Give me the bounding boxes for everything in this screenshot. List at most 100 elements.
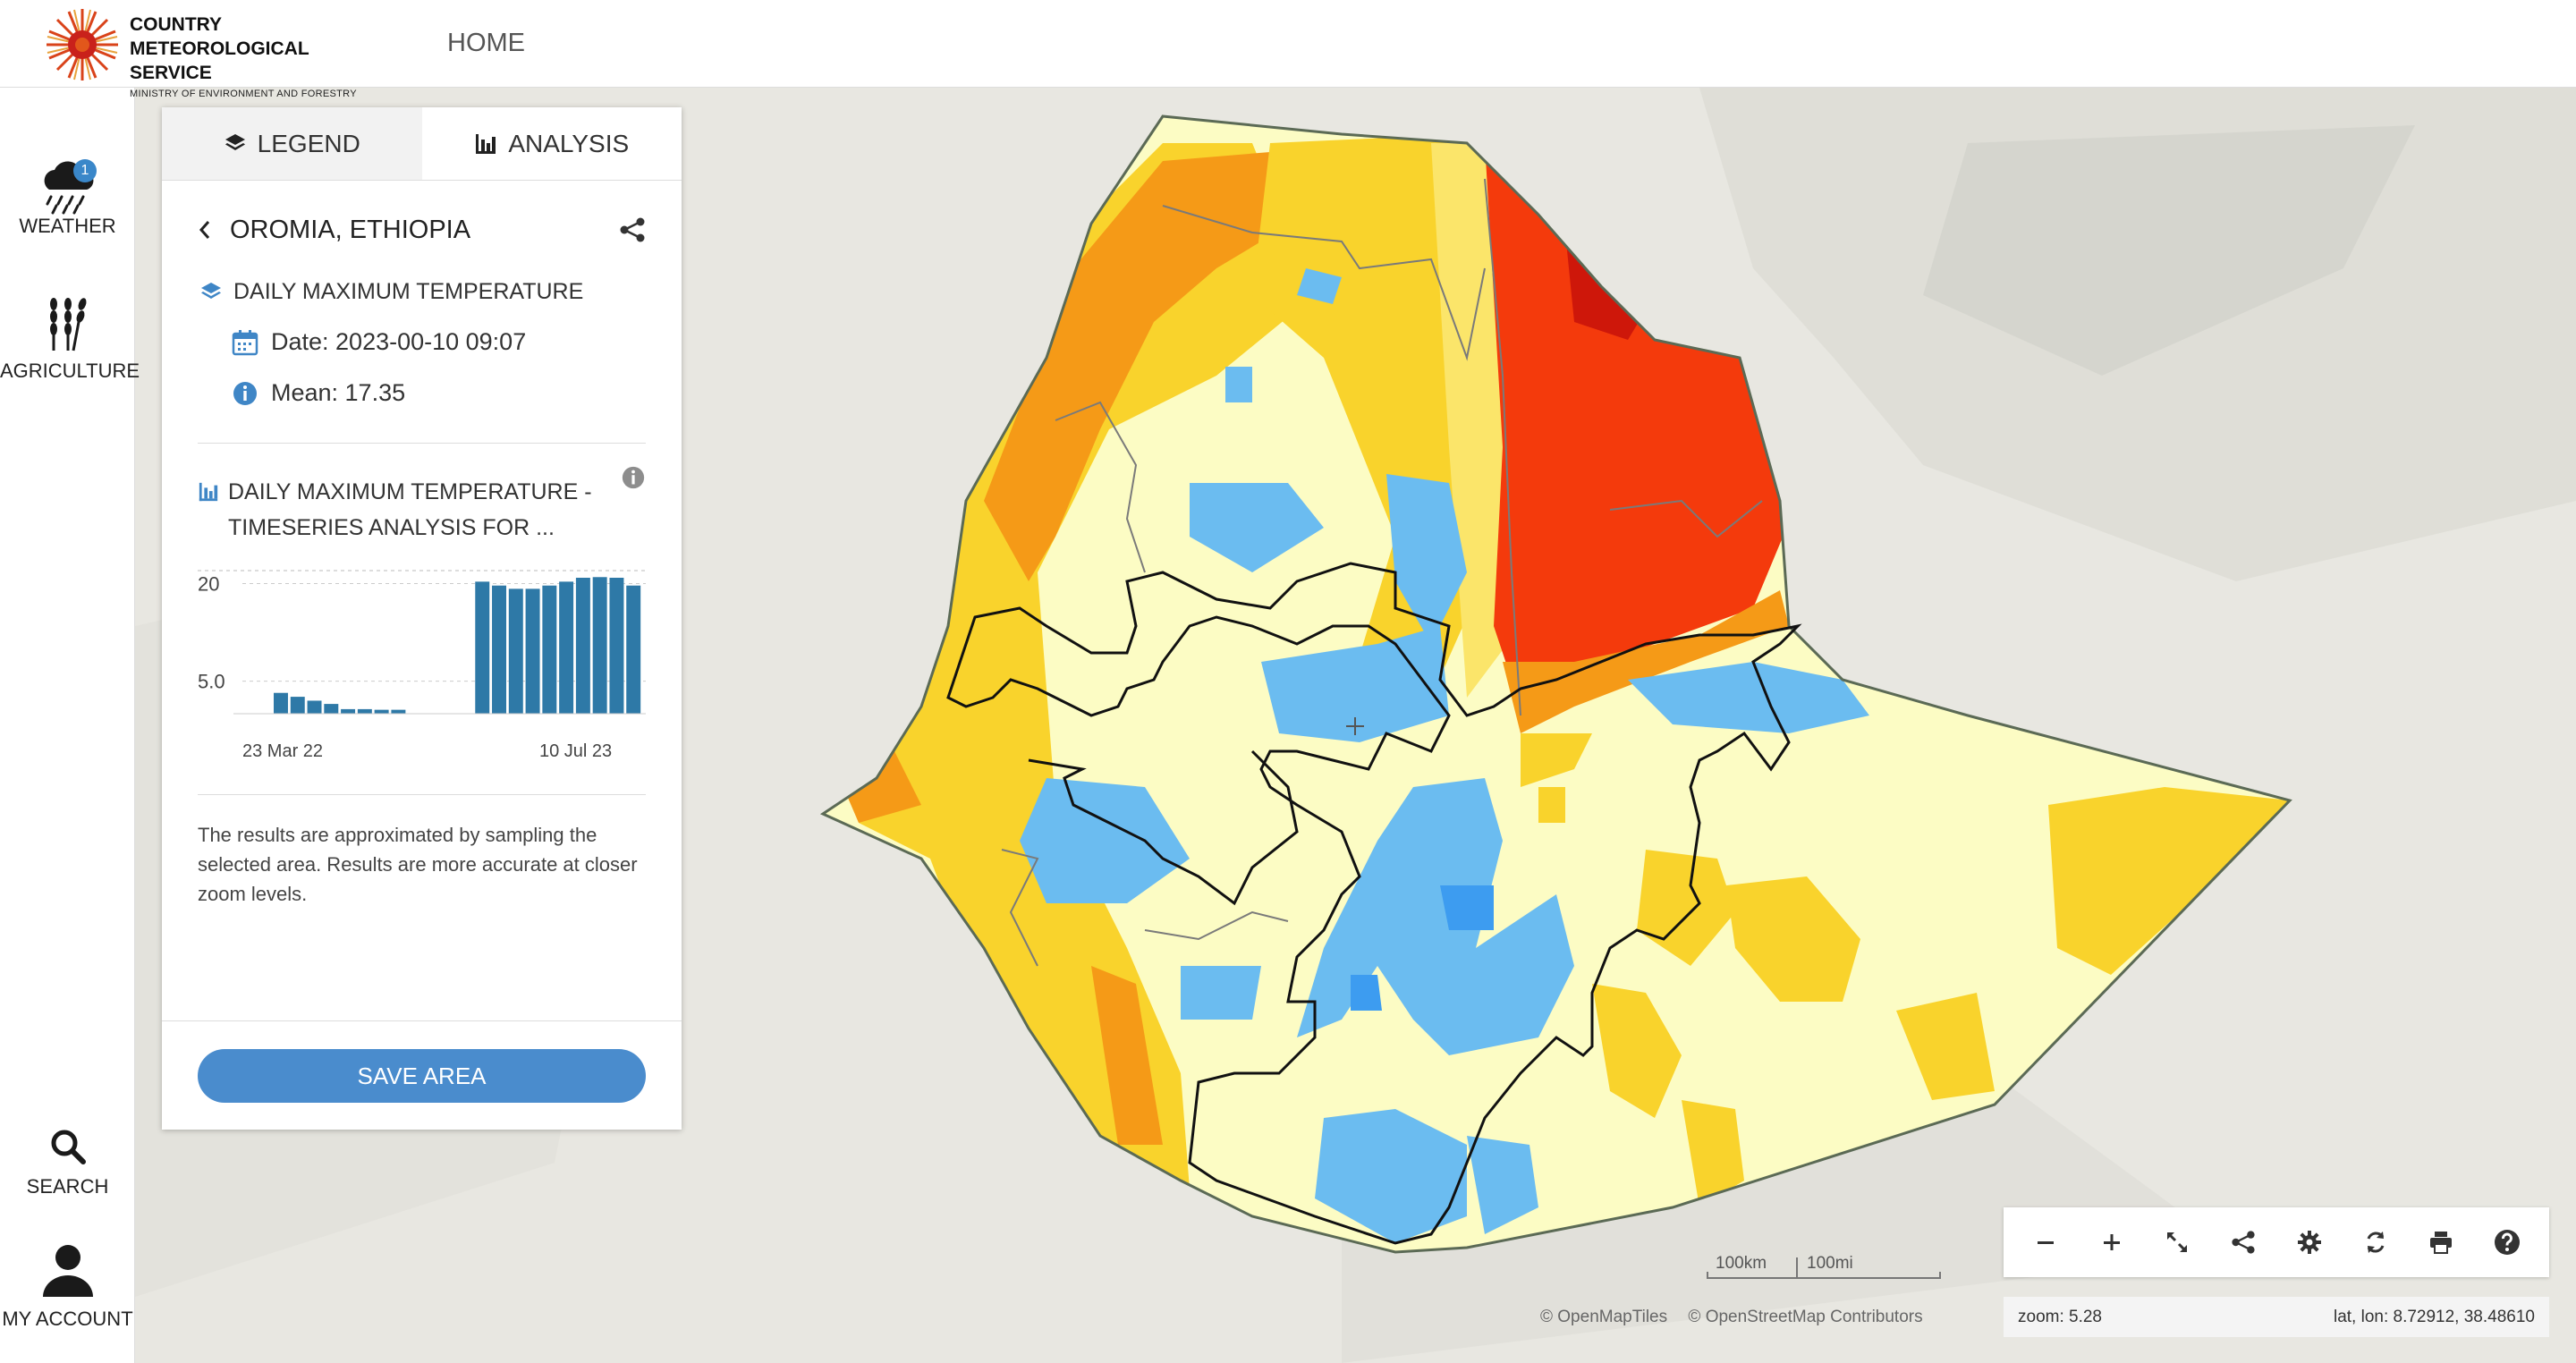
chart-bar [475,581,490,714]
attribution-osm[interactable]: © OpenStreetMap Contributors [1688,1308,1923,1326]
tab-analysis-label: ANALYSIS [508,129,630,157]
save-area-button[interactable]: SAVE AREA [198,1049,646,1103]
weather-badge: 1 [73,159,97,182]
chart-bar [324,704,339,714]
share-icon[interactable] [619,216,646,243]
info-icon[interactable] [621,465,646,490]
place-title: OROMIA, ETHIOPIA [230,215,471,244]
sidebar-item-search[interactable]: SEARCH [0,1127,135,1198]
tab-legend[interactable]: LEGEND [162,107,422,180]
plus-icon [2103,1234,2120,1250]
sidebar-label-search: SEARCH [26,1175,109,1198]
y-tick-label: 20 [198,573,219,596]
print-button[interactable] [2419,1220,2463,1265]
chart-bar [274,692,288,714]
divider [198,794,646,795]
weather-cloud-rain-icon [44,161,93,215]
nav-home-link[interactable]: HOME [447,29,525,57]
date-text: Date: 2023-00-10 09:07 [271,328,527,355]
help-icon [2495,1230,2521,1255]
mean-text: Mean: 17.35 [271,379,406,406]
chart-bar [307,700,322,714]
sidebar-item-weather[interactable]: 1 WEATHER [0,159,135,238]
timeseries-header: DAILY MAXIMUM TEMPERATURE - TIMESERIES A… [198,466,646,546]
layer-row: DAILY MAXIMUM TEMPERATURE [198,279,646,305]
chart-bar [609,578,624,714]
scale-bar: 100km 100mi [1707,1250,1941,1279]
scale-km: 100km [1716,1254,1767,1273]
scale-bar-line [1707,1272,1941,1279]
bar-chart-icon [199,482,218,502]
latlon-readout: lat, lon: 8.72912, 38.48610 [2333,1307,2535,1326]
help-button[interactable] [2485,1220,2529,1265]
refresh-button[interactable] [2353,1220,2398,1265]
mean-row: Mean: 17.35 [232,379,646,407]
timeseries-chart[interactable]: 20 5.0 23 Mar 22 10 Jul 23 [198,562,646,767]
info-icon [233,381,257,405]
date-row: Date: 2023-00-10 09:07 [232,328,646,356]
left-sidebar: 1 WEATHER AGRICULTURE SEARCH MY ACCOUNT [0,88,140,1363]
divider [198,443,646,444]
chart-bar [290,697,305,714]
refresh-icon [2367,1232,2385,1253]
back-chevron-icon[interactable] [198,219,212,241]
map-canvas[interactable] [135,88,2576,1363]
attribution-openmaptiles[interactable]: © OpenMapTiles [1540,1308,1668,1326]
sidebar-item-agriculture[interactable]: AGRICULTURE [0,295,140,383]
logo-icon [47,9,118,80]
brand-title: COUNTRY METEOROLOGICAL SERVICE [130,14,309,83]
place-header: OROMIA, ETHIOPIA [198,181,646,279]
zoom-out-button[interactable] [2023,1220,2068,1265]
chart-bar [592,577,607,714]
sidebar-label-weather: WEATHER [19,215,116,237]
settings-button[interactable] [2287,1220,2332,1265]
panel-body: OROMIA, ETHIOPIA DAILY MAXIMUM TEMPERATU… [162,181,682,909]
print-icon [2430,1232,2453,1254]
gear-icon [2297,1231,2321,1254]
sidebar-label-agriculture: AGRICULTURE [0,360,140,382]
layers-icon [201,282,221,299]
y-tick-label: 5.0 [198,671,225,693]
chart-bar [492,585,507,714]
chart-bar [626,585,641,714]
zoom-in-button[interactable] [2089,1220,2134,1265]
x-tick-label: 23 Mar 22 [242,741,323,761]
chart-bar [391,709,406,714]
approximation-note: The results are approximated by sampling… [198,824,638,905]
search-icon [51,1130,86,1164]
minus-icon [2037,1241,2054,1244]
chart-bar [341,708,356,714]
zoom-readout: zoom: 5.28 [2018,1307,2102,1326]
layers-icon [225,133,245,150]
brand: COUNTRY METEOROLOGICAL SERVICE MINISTRY … [130,13,389,99]
crosshair [1346,717,1364,735]
share-icon [2232,1231,2255,1254]
chart-bar [542,585,557,714]
chart-bar [508,588,523,714]
brand-subtitle: MINISTRY OF ENVIRONMENT AND FORESTRY [130,89,357,99]
scale-mi: 100mi [1807,1254,1853,1273]
scale-bar-mid [1796,1257,1798,1279]
chart-bar [559,581,574,714]
layer-name: DAILY MAXIMUM TEMPERATURE [233,279,584,304]
fullscreen-button[interactable] [2155,1220,2199,1265]
map-status-bar: zoom: 5.28 lat, lon: 8.72912, 38.48610 [2004,1297,2549,1337]
tab-legend-label: LEGEND [257,129,360,157]
sidebar-item-account[interactable]: MY ACCOUNT [0,1243,135,1331]
chart-bar [357,708,372,714]
app-header: COUNTRY METEOROLOGICAL SERVICE MINISTRY … [0,0,2576,99]
expand-icon [2167,1232,2188,1252]
timeseries-title: DAILY MAXIMUM TEMPERATURE - TIMESERIES A… [228,479,592,540]
timeseries-svg: 20 5.0 23 Mar 22 10 Jul 23 [198,570,646,761]
share-map-button[interactable] [2221,1220,2266,1265]
panel-footer: SAVE AREA [162,1020,682,1130]
map-graphic [135,88,2576,1363]
map-toolbar [2004,1207,2549,1277]
calendar-icon [232,329,258,355]
sidebar-label-account: MY ACCOUNT [2,1308,133,1330]
chart-bar [374,709,389,714]
tab-analysis[interactable]: ANALYSIS [421,107,682,180]
chart-bar [575,578,590,714]
x-tick-label: 10 Jul 23 [539,741,612,761]
map-attribution: © OpenMapTiles © OpenStreetMap Contribut… [1540,1308,1939,1327]
